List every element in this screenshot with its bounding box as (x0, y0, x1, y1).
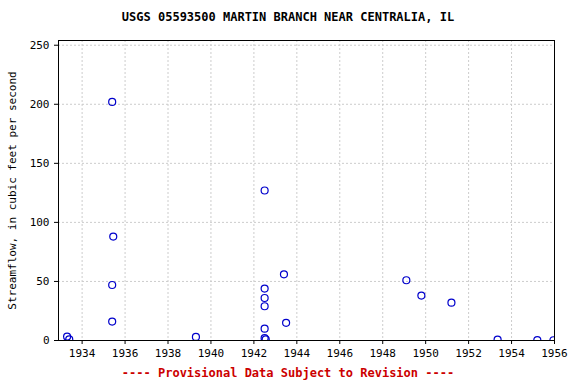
svg-text:1944: 1944 (284, 347, 311, 360)
svg-text:Streamflow, in cubic feet per: Streamflow, in cubic feet per second (6, 71, 19, 309)
svg-text:100: 100 (30, 216, 50, 229)
svg-text:250: 250 (30, 39, 50, 52)
svg-text:50: 50 (36, 275, 49, 288)
svg-text:150: 150 (30, 157, 50, 170)
svg-text:1954: 1954 (498, 347, 525, 360)
html-text:USGS 05593500 MARTIN BRANCH NE: USGS 05593500 MARTIN BRANCH NEAR CENTRAL… (121, 10, 455, 24)
svg-text:1942: 1942 (241, 347, 267, 360)
svg-text:1952: 1952 (455, 347, 482, 360)
svg-text:1946: 1946 (327, 347, 354, 360)
svg-text:1938: 1938 (155, 347, 182, 360)
svg-text:1940: 1940 (198, 347, 225, 360)
svg-text:1934: 1934 (69, 347, 96, 360)
svg-text:1936: 1936 (112, 347, 139, 360)
svg-text:1948: 1948 (369, 347, 396, 360)
svg-text:1956: 1956 (541, 347, 568, 360)
html-text:---- Provisional Data Subject: ---- Provisional Data Subject to Revisio… (121, 366, 455, 380)
svg-text:200: 200 (30, 98, 50, 111)
svg-text:0: 0 (43, 334, 50, 347)
svg-text:1950: 1950 (412, 347, 439, 360)
